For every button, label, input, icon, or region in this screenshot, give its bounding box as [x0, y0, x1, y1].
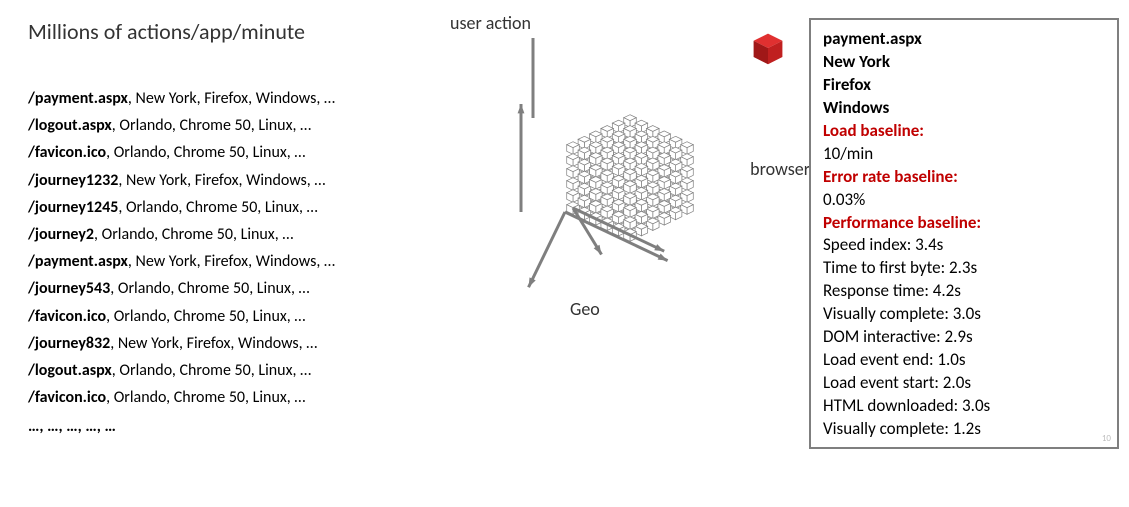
action-row: /logout.aspx, Orlando, Chrome 50, Linux,… — [28, 112, 458, 139]
perf-metric: Speed index: 3.4s — [823, 234, 1105, 257]
load-baseline-label: Load baseline: — [823, 120, 1105, 143]
detail-path: payment.aspx — [823, 28, 1105, 51]
perf-metric: Time to first byte: 2.3s — [823, 257, 1105, 280]
action-meta: , Orlando, Chrome 50, Linux, … — [118, 198, 317, 217]
perf-baseline-label: Performance baseline: — [823, 212, 1105, 235]
left-column: Millions of actions/app/minute /payment.… — [28, 18, 458, 440]
perf-metric: Response time: 4.2s — [823, 280, 1105, 303]
action-row: /journey832, New York, Firefox, Windows,… — [28, 330, 458, 357]
cube-lattice — [480, 38, 780, 318]
error-baseline-label: Error rate baseline: — [823, 166, 1105, 189]
load-baseline-value: 10/min — [823, 143, 1105, 166]
action-path: /logout.aspx — [28, 116, 112, 135]
action-path: /journey543 — [28, 279, 110, 298]
action-path: /payment.aspx — [28, 252, 128, 271]
action-path: /logout.aspx — [28, 361, 112, 380]
action-meta: , New York, Firefox, Windows, … — [128, 252, 335, 271]
action-meta: , Orlando, Chrome 50, Linux, … — [112, 361, 311, 380]
action-path: /payment.aspx — [28, 89, 128, 108]
action-meta: , Orlando, Chrome 50, Linux, … — [110, 279, 309, 298]
action-meta: , New York, Firefox, Windows, … — [128, 89, 335, 108]
action-path: /journey2 — [28, 225, 94, 244]
action-path: /journey1232 — [28, 171, 118, 190]
action-meta: , Orlando, Chrome 50, Linux, … — [94, 225, 293, 244]
action-path: /journey1245 — [28, 198, 118, 217]
detail-browser: Firefox — [823, 74, 1105, 97]
action-list: /payment.aspx, New York, Firefox, Window… — [28, 85, 458, 440]
red-cube-icon — [750, 30, 786, 66]
error-baseline-value: 0.03% — [823, 189, 1105, 212]
action-ellipsis: …, …, …, …, … — [28, 413, 458, 440]
detail-panel: payment.aspx New York Firefox Windows Lo… — [809, 18, 1119, 449]
action-meta: , Orlando, Chrome 50, Linux, … — [106, 143, 305, 162]
cube-diagram: user action browser Geo — [430, 8, 800, 328]
action-path: /favicon.ico — [28, 388, 106, 407]
action-meta: , New York, Firefox, Windows, … — [118, 171, 325, 190]
action-meta: , Orlando, Chrome 50, Linux, … — [112, 116, 311, 135]
axis-label-useraction: user action — [450, 12, 531, 34]
action-row: /payment.aspx, New York, Firefox, Window… — [28, 248, 458, 275]
action-row: /favicon.ico, Orlando, Chrome 50, Linux,… — [28, 384, 458, 411]
page-number: 10 — [1102, 433, 1111, 445]
action-meta: , Orlando, Chrome 50, Linux, … — [106, 307, 305, 326]
action-row: /journey1245, Orlando, Chrome 50, Linux,… — [28, 194, 458, 221]
action-row: /journey2, Orlando, Chrome 50, Linux, … — [28, 221, 458, 248]
detail-geo: New York — [823, 51, 1105, 74]
action-row: /payment.aspx, New York, Firefox, Window… — [28, 85, 458, 112]
detail-os: Windows — [823, 97, 1105, 120]
action-meta: , Orlando, Chrome 50, Linux, … — [106, 388, 305, 407]
action-path: /journey832 — [28, 334, 110, 353]
action-row: /logout.aspx, Orlando, Chrome 50, Linux,… — [28, 357, 458, 384]
action-row: /journey1232, New York, Firefox, Windows… — [28, 167, 458, 194]
perf-metric: Visually complete: 1.2s — [823, 418, 1105, 441]
perf-metric: Load event end: 1.0s — [823, 349, 1105, 372]
action-row: /journey543, Orlando, Chrome 50, Linux, … — [28, 275, 458, 302]
action-row: /favicon.ico, Orlando, Chrome 50, Linux,… — [28, 139, 458, 166]
perf-metric: Visually complete: 3.0s — [823, 303, 1105, 326]
action-path: /favicon.ico — [28, 307, 106, 326]
perf-metrics: Speed index: 3.4sTime to first byte: 2.3… — [823, 234, 1105, 440]
action-row: /favicon.ico, Orlando, Chrome 50, Linux,… — [28, 303, 458, 330]
page-title: Millions of actions/app/minute — [28, 18, 458, 45]
perf-metric: HTML downloaded: 3.0s — [823, 395, 1105, 418]
action-path: /favicon.ico — [28, 143, 106, 162]
perf-metric: Load event start: 2.0s — [823, 372, 1105, 395]
action-meta: , New York, Firefox, Windows, … — [110, 334, 317, 353]
perf-metric: DOM interactive: 2.9s — [823, 326, 1105, 349]
